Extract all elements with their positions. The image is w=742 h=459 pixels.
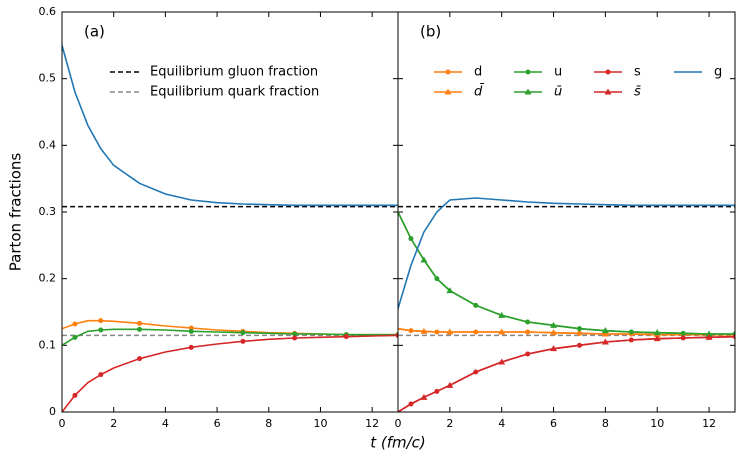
marker <box>98 372 104 378</box>
legend-marker <box>605 69 611 75</box>
x-tick-label: 4 <box>162 417 169 430</box>
y-tick-label: 0.2 <box>39 272 57 285</box>
y-tick-label: 0.6 <box>39 5 57 18</box>
series-line <box>398 211 735 335</box>
y-tick-label: 0.4 <box>39 138 57 151</box>
marker <box>498 311 506 318</box>
legend-marker <box>444 88 452 95</box>
series-line <box>398 327 735 336</box>
legend-label: g <box>714 65 722 80</box>
legend-marker <box>524 88 532 95</box>
y-axis-label: Parton fractions <box>7 153 25 272</box>
marker <box>240 330 246 336</box>
marker <box>550 329 558 336</box>
marker <box>446 381 454 388</box>
plot-frame <box>397 11 736 413</box>
marker <box>601 330 609 337</box>
marker <box>550 345 558 352</box>
series-line <box>398 335 735 412</box>
y-tick-label: 0.3 <box>39 205 57 218</box>
marker <box>653 329 661 336</box>
marker <box>240 338 246 344</box>
marker <box>601 327 609 334</box>
marker <box>446 287 454 294</box>
marker <box>188 328 194 334</box>
marker <box>705 330 713 337</box>
x-tick-label: 6 <box>550 417 557 430</box>
marker <box>601 338 609 345</box>
marker <box>420 327 428 334</box>
panel-label: (b) <box>420 23 441 41</box>
legend-label: Equilibrium gluon fraction <box>150 65 318 80</box>
legend-marker <box>604 88 612 95</box>
x-tick-label: 10 <box>650 417 664 430</box>
x-axis-label: t (fm/c) <box>370 434 426 452</box>
x-tick-label: 12 <box>702 417 716 430</box>
legend-label: ū <box>554 85 562 100</box>
marker <box>550 321 558 328</box>
marker <box>72 321 78 327</box>
marker <box>343 334 349 340</box>
marker <box>395 332 398 338</box>
marker <box>72 334 78 340</box>
marker <box>98 318 104 324</box>
x-tick-label: 0 <box>395 417 402 430</box>
x-tick-label: 8 <box>602 417 609 430</box>
x-tick-label: 2 <box>110 417 117 430</box>
marker <box>498 328 506 335</box>
y-tick-label: 0.1 <box>39 338 57 351</box>
marker <box>137 326 143 332</box>
x-tick-label: 4 <box>498 417 505 430</box>
marker <box>420 256 428 263</box>
legend-label: Equilibrium quark fraction <box>150 85 319 100</box>
marker <box>72 392 78 398</box>
marker <box>653 335 661 342</box>
y-tick-label: 0 <box>49 405 56 418</box>
x-tick-label: 0 <box>59 417 66 430</box>
marker <box>705 333 713 340</box>
legend-label: d̄ <box>474 84 485 99</box>
marker <box>446 328 454 335</box>
plot-area <box>62 45 398 412</box>
marker <box>137 320 143 326</box>
x-tick-label: 6 <box>214 417 221 430</box>
legend-label: u <box>554 65 562 80</box>
series-line <box>62 328 398 347</box>
marker <box>137 356 143 362</box>
series-line <box>398 335 735 412</box>
legend-label: s <box>634 65 641 80</box>
series-line <box>398 211 735 335</box>
series-line <box>398 197 735 309</box>
plot-area <box>398 197 735 412</box>
legend-marker <box>525 69 531 75</box>
marker <box>292 335 298 341</box>
y-tick-label: 0.5 <box>39 72 57 85</box>
marker <box>188 344 194 350</box>
x-tick-label: 2 <box>446 417 453 430</box>
legend-label: d <box>474 65 482 80</box>
legend-marker <box>445 69 451 75</box>
marker <box>498 358 506 365</box>
marker <box>420 393 428 400</box>
legend-label: s̄ <box>634 85 641 100</box>
panel-label: (a) <box>84 23 105 41</box>
x-tick-label: 8 <box>265 417 272 430</box>
series-line <box>62 45 398 207</box>
marker <box>98 327 104 333</box>
series-line <box>62 334 398 412</box>
x-tick-label: 12 <box>365 417 379 430</box>
x-tick-label: 10 <box>313 417 327 430</box>
marker <box>292 331 298 337</box>
